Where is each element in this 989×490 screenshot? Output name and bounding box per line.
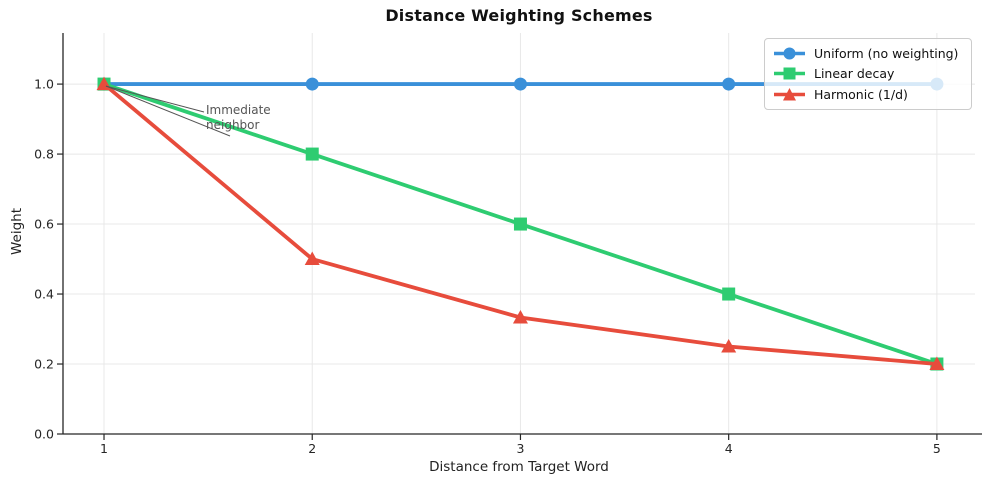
legend-sample-shape — [783, 88, 796, 101]
marker-triangle-harmonic-1-d — [929, 356, 945, 371]
annotation-leader-line — [105, 85, 231, 137]
legend-line-circle-icon — [774, 47, 805, 60]
legend-sample-shape — [783, 47, 796, 60]
legend-item-uniform: Uniform (no weighting) — [773, 46, 963, 61]
marker-triangle-harmonic-1-d — [721, 339, 737, 353]
y-axis-label: Weight — [9, 208, 25, 256]
marker-square-linear-decay — [722, 287, 736, 301]
marker-square-linear-decay — [305, 147, 319, 161]
annotation-immediate-neighbor: Immediate neighbor — [206, 103, 271, 132]
y-tick-label: 0.8 — [34, 147, 54, 162]
marker-triangle-harmonic-1-d — [512, 309, 528, 324]
marker-circle-uniform-no-weighting — [513, 77, 527, 91]
marker-circle-uniform-no-weighting — [305, 77, 319, 91]
x-axis-label: Distance from Target Word — [429, 459, 609, 475]
y-tick-label: 1.0 — [34, 77, 54, 92]
legend-line-triangle-icon — [774, 88, 805, 101]
marker-triangle-harmonic-1-d — [304, 251, 320, 266]
legend-label-uniform: Uniform (no weighting) — [814, 45, 959, 61]
y-tick-label: 0.6 — [34, 217, 54, 232]
x-tick-label: 4 — [725, 441, 733, 456]
y-tick-label: 0.4 — [34, 287, 54, 302]
legend-line-square-icon — [774, 67, 805, 80]
annotation-leader-line — [105, 85, 205, 113]
chart-title: Distance Weighting Schemes — [385, 6, 653, 25]
marker-square-linear-decay — [513, 217, 527, 231]
legend: Uniform (no weighting) Linear decay Harm… — [764, 38, 972, 110]
y-tick-label: 0.2 — [34, 357, 54, 372]
marker-circle-uniform-no-weighting — [722, 77, 736, 91]
legend-label-harmonic: Harmonic (1/d) — [814, 87, 908, 103]
legend-item-harmonic: Harmonic (1/d) — [773, 87, 963, 102]
x-tick-label: 3 — [516, 441, 524, 456]
legend-item-linear-decay: Linear decay — [773, 66, 963, 81]
x-tick-label: 2 — [308, 441, 316, 456]
legend-label-linear-decay: Linear decay — [814, 66, 895, 82]
x-tick-label: 5 — [933, 441, 941, 456]
x-tick-label: 1 — [100, 441, 108, 456]
legend-sample-shape — [783, 67, 796, 80]
y-tick-label: 0.0 — [34, 427, 54, 442]
